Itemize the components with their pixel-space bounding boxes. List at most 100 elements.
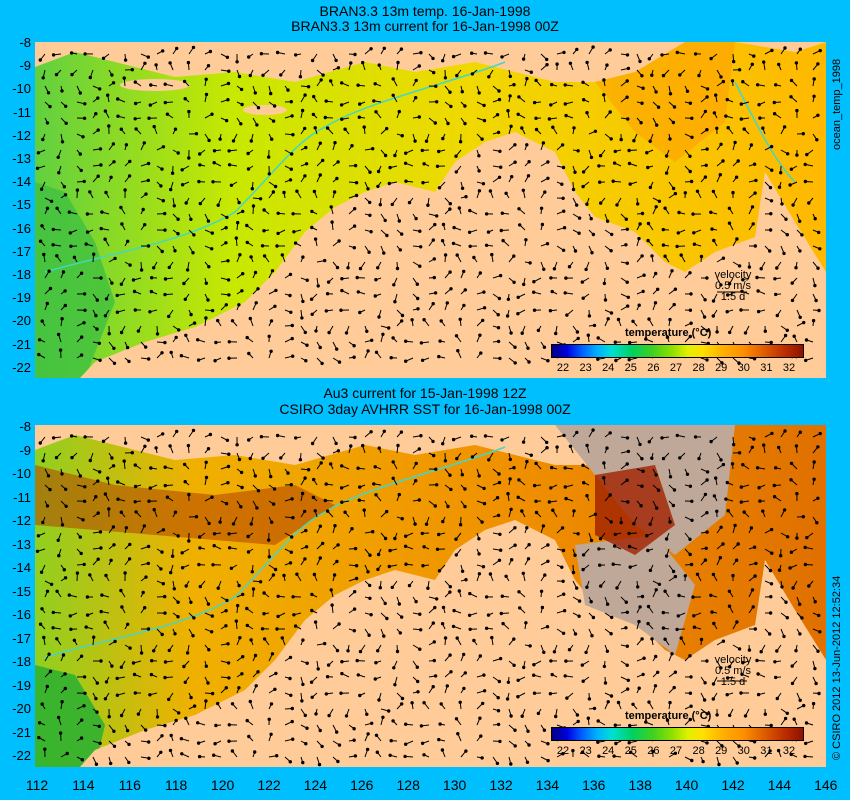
current-arrow-head bbox=[224, 241, 228, 245]
current-arrow-head bbox=[434, 84, 438, 88]
current-arrow-head bbox=[69, 627, 73, 632]
current-arrow-head bbox=[724, 114, 728, 118]
x-tick-label: 112 bbox=[25, 777, 49, 793]
current-arrow-head bbox=[717, 762, 721, 767]
current-arrow-head bbox=[413, 522, 417, 526]
current-arrow-head bbox=[463, 504, 467, 509]
current-arrow-head bbox=[762, 60, 766, 64]
y-tick-label: -22 bbox=[12, 748, 31, 763]
current-arrow-head bbox=[224, 118, 229, 123]
current-arrow-head bbox=[598, 154, 603, 158]
current-arrow-head bbox=[245, 223, 249, 228]
y-tick-label: -8 bbox=[19, 419, 31, 434]
current-arrow-head bbox=[94, 762, 99, 766]
current-arrow-head bbox=[440, 239, 445, 243]
current-arrow-head bbox=[433, 121, 437, 125]
current-arrow-head bbox=[526, 346, 530, 350]
current-arrow-head bbox=[196, 741, 201, 745]
current-arrow-head bbox=[816, 113, 820, 118]
current-arrow-head bbox=[214, 723, 218, 728]
current-arrow-head bbox=[497, 296, 502, 301]
current-arrow-head bbox=[225, 598, 229, 603]
y-tick-label: -8 bbox=[19, 35, 31, 50]
current-arrow-head bbox=[539, 589, 544, 594]
current-arrow-head bbox=[192, 321, 197, 325]
current-arrow-head bbox=[725, 693, 729, 697]
x-tick-label: 122 bbox=[257, 777, 281, 793]
current-arrow-head bbox=[433, 504, 437, 508]
current-arrow-head bbox=[807, 201, 811, 205]
current-arrow-head bbox=[88, 75, 92, 80]
current-arrow-head bbox=[339, 691, 343, 695]
current-arrow-head bbox=[455, 636, 459, 640]
current-arrow-head bbox=[180, 551, 184, 555]
current-arrow-head bbox=[103, 620, 107, 624]
current-arrow-head bbox=[688, 717, 692, 722]
current-arrow-head bbox=[374, 278, 378, 282]
current-arrow-head bbox=[798, 698, 802, 702]
current-arrow-head bbox=[749, 526, 754, 530]
current-arrow-head bbox=[517, 590, 521, 594]
current-arrow-head bbox=[754, 561, 758, 566]
current-arrow-head bbox=[216, 701, 220, 706]
current-arrow-head bbox=[443, 253, 448, 257]
current-arrow-head bbox=[672, 105, 677, 109]
current-arrow-head bbox=[250, 570, 255, 574]
current-arrow-head bbox=[720, 361, 724, 365]
current-arrow-head bbox=[300, 108, 305, 113]
current-arrow-head bbox=[668, 700, 672, 705]
current-arrow-head bbox=[589, 538, 594, 543]
current-arrow-head bbox=[564, 659, 568, 663]
current-arrow-head bbox=[176, 615, 180, 619]
current-arrow-head bbox=[176, 600, 180, 604]
current-arrow-head bbox=[470, 51, 474, 55]
current-arrow-head bbox=[565, 696, 569, 700]
bottom-title-line1: Au3 current for 15-Jan-1998 12Z bbox=[323, 385, 527, 401]
current-arrow-head bbox=[719, 75, 723, 79]
current-arrow-head bbox=[711, 189, 716, 194]
current-arrow-head bbox=[568, 61, 573, 65]
current-arrow-head bbox=[547, 500, 552, 504]
current-arrow-head bbox=[267, 155, 271, 159]
current-arrow-head bbox=[144, 728, 148, 732]
current-arrow-head bbox=[483, 51, 488, 55]
current-arrow-head bbox=[549, 276, 553, 280]
y-tick-label: -12 bbox=[12, 127, 31, 143]
current-arrow-head bbox=[339, 486, 344, 490]
current-arrow-head bbox=[733, 140, 737, 145]
current-arrow-head bbox=[441, 605, 446, 610]
current-arrow-head bbox=[103, 109, 108, 113]
current-arrow-head bbox=[81, 135, 85, 139]
current-arrow-head bbox=[80, 758, 84, 762]
current-arrow-head bbox=[743, 714, 748, 718]
current-arrow-head bbox=[741, 463, 745, 467]
current-arrow-head bbox=[448, 473, 452, 477]
current-arrow-head bbox=[301, 255, 305, 259]
x-tick-label: 128 bbox=[396, 777, 420, 793]
current-arrow-head bbox=[597, 754, 601, 758]
current-arrow-head bbox=[449, 104, 453, 109]
current-arrow-head bbox=[239, 122, 243, 126]
current-arrow-head bbox=[191, 251, 195, 255]
current-arrow-head bbox=[521, 57, 526, 61]
current-arrow-head bbox=[656, 105, 661, 109]
current-arrow-head bbox=[625, 227, 629, 232]
current-arrow-head bbox=[782, 634, 786, 639]
current-arrow-head bbox=[688, 334, 692, 339]
current-arrow-head bbox=[336, 449, 341, 453]
current-arrow-head bbox=[123, 188, 127, 192]
current-arrow-head bbox=[45, 206, 50, 211]
current-arrow-head bbox=[789, 550, 794, 554]
current-arrow-head bbox=[79, 353, 84, 357]
current-arrow-head bbox=[146, 627, 151, 631]
current-arrow-head bbox=[426, 203, 430, 207]
current-arrow-head bbox=[603, 298, 608, 302]
colorbar-tick-label: 30 bbox=[737, 745, 750, 757]
current-arrow-head bbox=[747, 648, 752, 652]
current-arrow-head bbox=[785, 616, 789, 620]
current-arrow-head bbox=[334, 441, 338, 446]
current-arrow-head bbox=[176, 151, 180, 155]
velocity-label: velocity 0.5 m/s 1.5 d bbox=[714, 269, 752, 303]
current-arrow-head bbox=[149, 289, 154, 294]
current-arrow-head bbox=[520, 331, 524, 335]
